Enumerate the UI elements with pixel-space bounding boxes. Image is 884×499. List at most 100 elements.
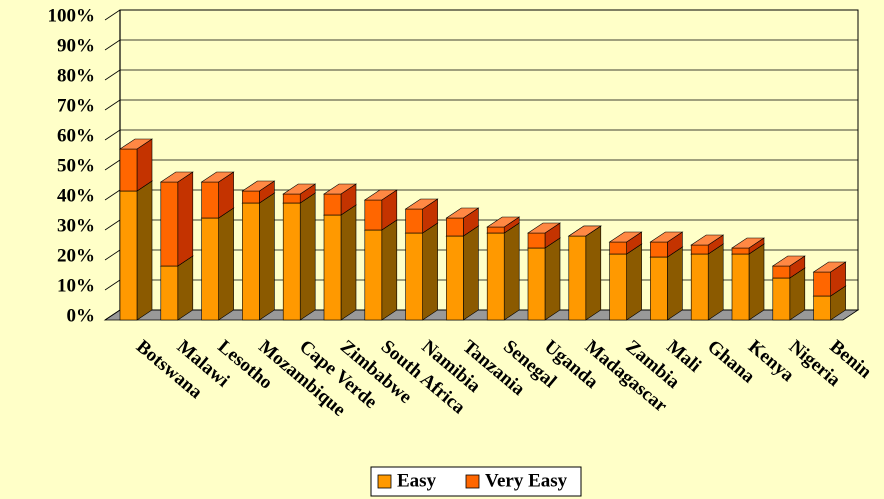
bar-front xyxy=(405,232,423,321)
bar-front xyxy=(568,235,587,321)
bar-top xyxy=(282,183,317,195)
bar-segment xyxy=(567,225,602,237)
bar-segment xyxy=(527,222,561,249)
bar-front xyxy=(242,190,260,204)
y-tick-label: 60% xyxy=(57,125,95,146)
bar-segment xyxy=(690,243,725,321)
bar-segment xyxy=(159,171,194,267)
grid-line-side xyxy=(104,309,121,321)
bar-segment xyxy=(445,225,480,321)
legend-swatch xyxy=(377,474,392,489)
bar-front xyxy=(731,247,750,255)
bar-front xyxy=(731,253,750,321)
bar-segment xyxy=(363,219,398,321)
bar-side xyxy=(422,222,438,321)
bar-segment xyxy=(404,198,439,234)
bar-segment xyxy=(323,204,357,321)
bar-segment xyxy=(649,231,684,258)
bar-segment xyxy=(445,207,480,237)
bar-top xyxy=(119,138,153,150)
bar-top xyxy=(649,231,684,243)
bar-front xyxy=(813,271,831,297)
bar-side xyxy=(340,204,357,321)
bar-side xyxy=(585,225,602,321)
bar-front xyxy=(364,199,383,231)
legend-swatch xyxy=(465,474,480,489)
grid-line-side xyxy=(104,159,121,171)
bar-front xyxy=(119,190,138,321)
y-tick-label: 90% xyxy=(57,35,95,56)
bar-side xyxy=(544,237,561,321)
grid-line xyxy=(104,189,858,201)
y-tick-label: 50% xyxy=(57,155,95,176)
bar-segment xyxy=(608,231,643,255)
bar-segment xyxy=(527,237,561,321)
bar-front xyxy=(446,217,464,237)
bar-side xyxy=(218,207,234,321)
bar-front xyxy=(446,235,464,321)
bar-segment xyxy=(404,222,439,321)
legend-item: Easy xyxy=(377,470,437,491)
bar-side xyxy=(177,171,194,267)
bar-front xyxy=(527,232,546,249)
bar-front xyxy=(119,148,138,192)
bar-segment xyxy=(282,183,317,204)
bar-top xyxy=(445,207,480,219)
bar-side xyxy=(177,255,194,321)
grid-line xyxy=(104,39,858,51)
grid-line-side xyxy=(104,69,121,81)
grid-line xyxy=(104,159,858,171)
grid-line-side xyxy=(104,39,121,51)
bar-segment xyxy=(363,189,398,231)
bar-segment xyxy=(282,192,317,321)
bar-side xyxy=(748,243,765,321)
bar-top xyxy=(608,231,643,243)
grid-line-side xyxy=(104,249,121,261)
bar-segment xyxy=(241,180,276,204)
bar-side xyxy=(503,222,520,321)
bar-front xyxy=(609,253,627,321)
bar-front xyxy=(690,253,709,321)
bar-top xyxy=(241,180,276,192)
legend-item: Very Easy xyxy=(465,470,568,491)
bar-segment xyxy=(486,216,521,234)
bar-segment xyxy=(731,237,765,255)
bar-top xyxy=(486,216,521,228)
bar-front xyxy=(772,277,791,321)
bar-front xyxy=(772,265,791,279)
bar-front xyxy=(201,181,219,219)
grid-line-side xyxy=(104,279,121,291)
bar-segment xyxy=(200,171,235,219)
bar-top xyxy=(731,237,765,249)
bar-segment xyxy=(119,180,153,321)
bar-segment xyxy=(731,243,765,321)
grid-line-side xyxy=(104,129,121,141)
bar-segment xyxy=(649,246,684,321)
bar-segment xyxy=(200,207,235,321)
bar-side xyxy=(259,192,275,321)
grid-line xyxy=(104,129,858,141)
bar-segment xyxy=(119,138,153,192)
grid-line-side xyxy=(104,189,121,201)
bar-side xyxy=(299,192,316,321)
bar-front xyxy=(813,295,831,321)
bar-side xyxy=(381,219,398,321)
bar-front xyxy=(364,229,383,321)
y-tick-label: 30% xyxy=(57,215,95,236)
bar-front xyxy=(242,202,260,321)
bar-segment xyxy=(812,261,847,297)
bar-top xyxy=(771,255,806,267)
bar-top xyxy=(404,198,439,210)
y-tick-label: 70% xyxy=(57,95,95,116)
bar-front xyxy=(282,202,301,321)
legend-label: Very Easy xyxy=(485,470,568,491)
bar-segment xyxy=(771,255,806,279)
bar-front xyxy=(650,241,668,258)
legend-box xyxy=(370,466,582,497)
bar-front xyxy=(486,226,505,234)
grid-line xyxy=(104,69,858,81)
grid-line xyxy=(104,9,858,21)
bar-top xyxy=(159,171,194,183)
bar-top xyxy=(323,183,357,195)
